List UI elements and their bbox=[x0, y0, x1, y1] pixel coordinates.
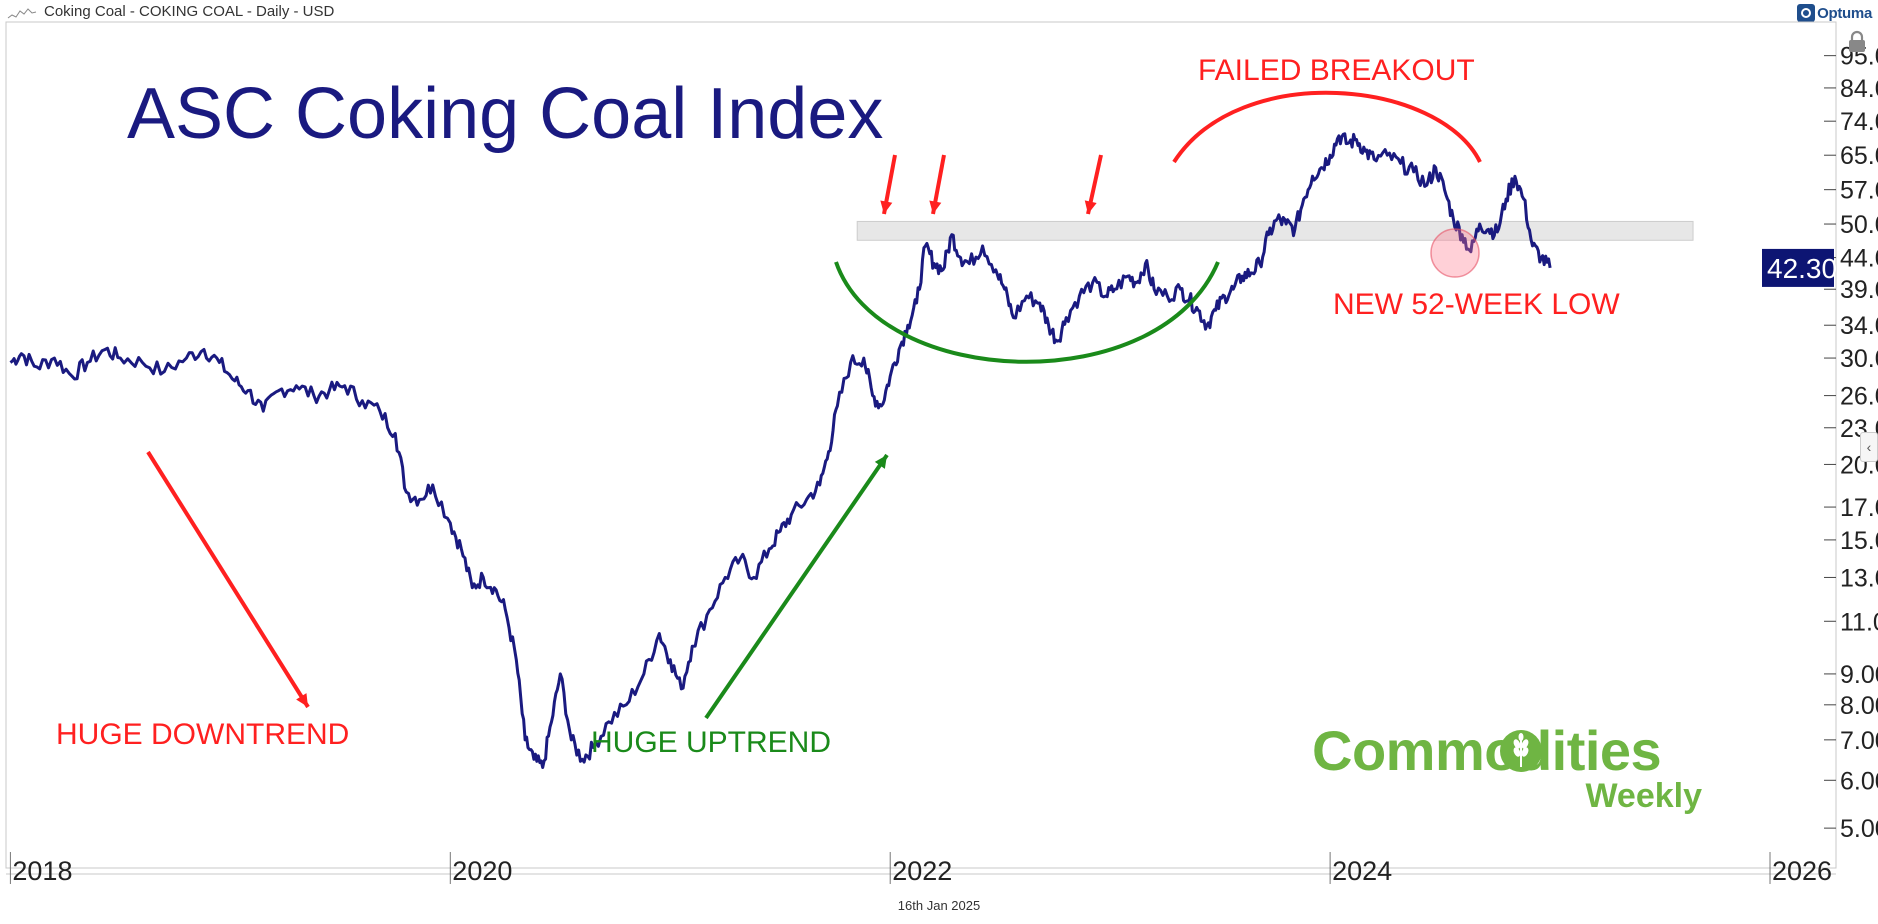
wheat-icon bbox=[1500, 730, 1542, 772]
last-price-label: 42.30 bbox=[1767, 253, 1837, 284]
commodities-weekly-watermark: Commodities Weekly bbox=[1312, 718, 1702, 818]
y-tick-label: 13.00 bbox=[1840, 564, 1878, 592]
y-tick-label: 9.00 bbox=[1840, 661, 1878, 689]
huge-uptrend-label: HUGE UPTREND bbox=[591, 726, 831, 759]
x-tick-label: 2024 bbox=[1332, 856, 1392, 886]
y-tick-label: 17.00 bbox=[1840, 494, 1878, 522]
y-tick-label: 74.00 bbox=[1840, 108, 1878, 136]
new-low-highlight bbox=[1430, 228, 1480, 278]
uptrend-arrow bbox=[704, 453, 889, 720]
price-line bbox=[9, 132, 1552, 769]
chart-main-title: ASC Coking Coal Index bbox=[127, 74, 883, 154]
resistance-arrow-3-head bbox=[1084, 200, 1097, 214]
y-tick-label: 6.00 bbox=[1840, 767, 1878, 795]
new-52-week-low-label: NEW 52-WEEK LOW bbox=[1333, 288, 1620, 321]
lock-icon[interactable] bbox=[1847, 30, 1867, 54]
y-tick-label: 34.00 bbox=[1840, 312, 1878, 340]
chart-header-bar: Coking Coal - COKING COAL - Daily - USD … bbox=[0, 0, 1878, 26]
resistance-arrow-2-head bbox=[929, 200, 942, 214]
y-tick-label: 65.00 bbox=[1840, 142, 1878, 170]
brand-label: Optuma bbox=[1817, 4, 1872, 22]
y-tick-label: 44.00 bbox=[1840, 245, 1878, 273]
optuma-logo-icon bbox=[1797, 4, 1816, 22]
y-tick-label: 30.00 bbox=[1840, 345, 1878, 373]
failed-breakout-arc bbox=[1172, 90, 1482, 164]
panel-collapse-handle[interactable]: ‹ bbox=[1860, 432, 1878, 462]
failed-breakout-label: FAILED BREAKOUT bbox=[1198, 54, 1475, 87]
watermark-title: Commodities bbox=[1312, 719, 1662, 782]
y-tick-label: 7.00 bbox=[1840, 727, 1878, 755]
x-tick-label: 2020 bbox=[452, 856, 512, 886]
downtrend-arrow bbox=[146, 450, 310, 709]
downtrend-arrow-head bbox=[296, 693, 308, 707]
y-tick-label: 26.00 bbox=[1840, 383, 1878, 411]
last-price-badge bbox=[1762, 248, 1834, 287]
small-line-chart-icon bbox=[7, 8, 37, 19]
y-tick-label: 84.00 bbox=[1840, 75, 1878, 103]
chart-symbol-title: Coking Coal - COKING COAL - Daily - USD bbox=[44, 3, 335, 20]
brand-logo: Optuma bbox=[1797, 2, 1872, 24]
resistance-arrow-1-head bbox=[880, 200, 893, 214]
y-tick-label: 39.00 bbox=[1840, 276, 1878, 304]
uptrend-arrow-head bbox=[874, 455, 887, 469]
y-tick-label: 15.00 bbox=[1840, 527, 1878, 555]
rounding-bottom-arc bbox=[834, 261, 1220, 364]
huge-downtrend-label: HUGE DOWNTREND bbox=[56, 718, 349, 751]
y-tick-label: 5.00 bbox=[1840, 815, 1878, 843]
plot-frame bbox=[5, 21, 1837, 869]
y-tick-label: 50.00 bbox=[1840, 211, 1878, 239]
x-tick-label: 2018 bbox=[12, 856, 72, 886]
y-tick-label: 57.00 bbox=[1840, 177, 1878, 205]
y-tick-label: 11.00 bbox=[1840, 608, 1878, 636]
x-tick-label: 2022 bbox=[892, 856, 952, 886]
watermark-subtitle: Weekly bbox=[1585, 777, 1702, 815]
chart-date-label: 16th Jan 2025 bbox=[897, 898, 981, 913]
y-tick-label: 8.00 bbox=[1840, 692, 1878, 720]
x-tick-label: 2026 bbox=[1772, 856, 1832, 886]
